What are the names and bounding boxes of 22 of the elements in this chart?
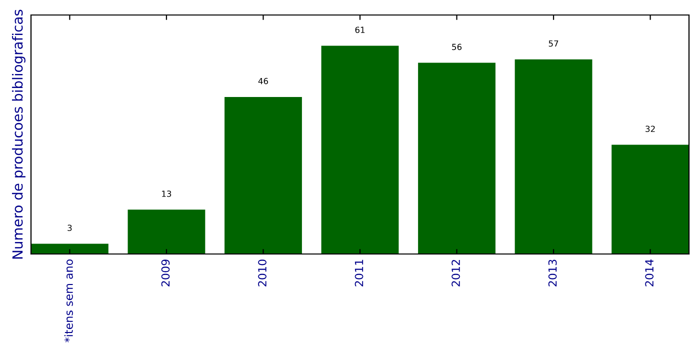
y-axis-title: Numero de producoes bibliograficas xyxy=(12,10,26,259)
x-tick-label: 2013 xyxy=(548,260,557,286)
data-label: 57 xyxy=(548,40,558,47)
bar xyxy=(612,144,689,254)
bar xyxy=(418,62,496,254)
bar xyxy=(128,210,206,254)
data-label: 56 xyxy=(452,44,462,50)
data-label: 61 xyxy=(355,26,365,34)
x-tick-label: 2009 xyxy=(161,260,170,286)
data-label: 13 xyxy=(162,190,172,197)
bar xyxy=(224,96,302,254)
bar xyxy=(31,244,108,254)
x-tick-label: 2010 xyxy=(258,260,266,286)
bar xyxy=(321,46,399,254)
x-tick-label: 2011 xyxy=(354,260,364,286)
data-label: 46 xyxy=(258,78,268,84)
bar xyxy=(514,59,592,254)
data-label: 32 xyxy=(646,126,655,132)
x-tick-label: 2014 xyxy=(645,259,654,286)
data-label: 3 xyxy=(68,224,72,232)
x-tick-label: *itens sem ano xyxy=(64,259,73,342)
x-tick-label: 2012 xyxy=(452,260,460,286)
